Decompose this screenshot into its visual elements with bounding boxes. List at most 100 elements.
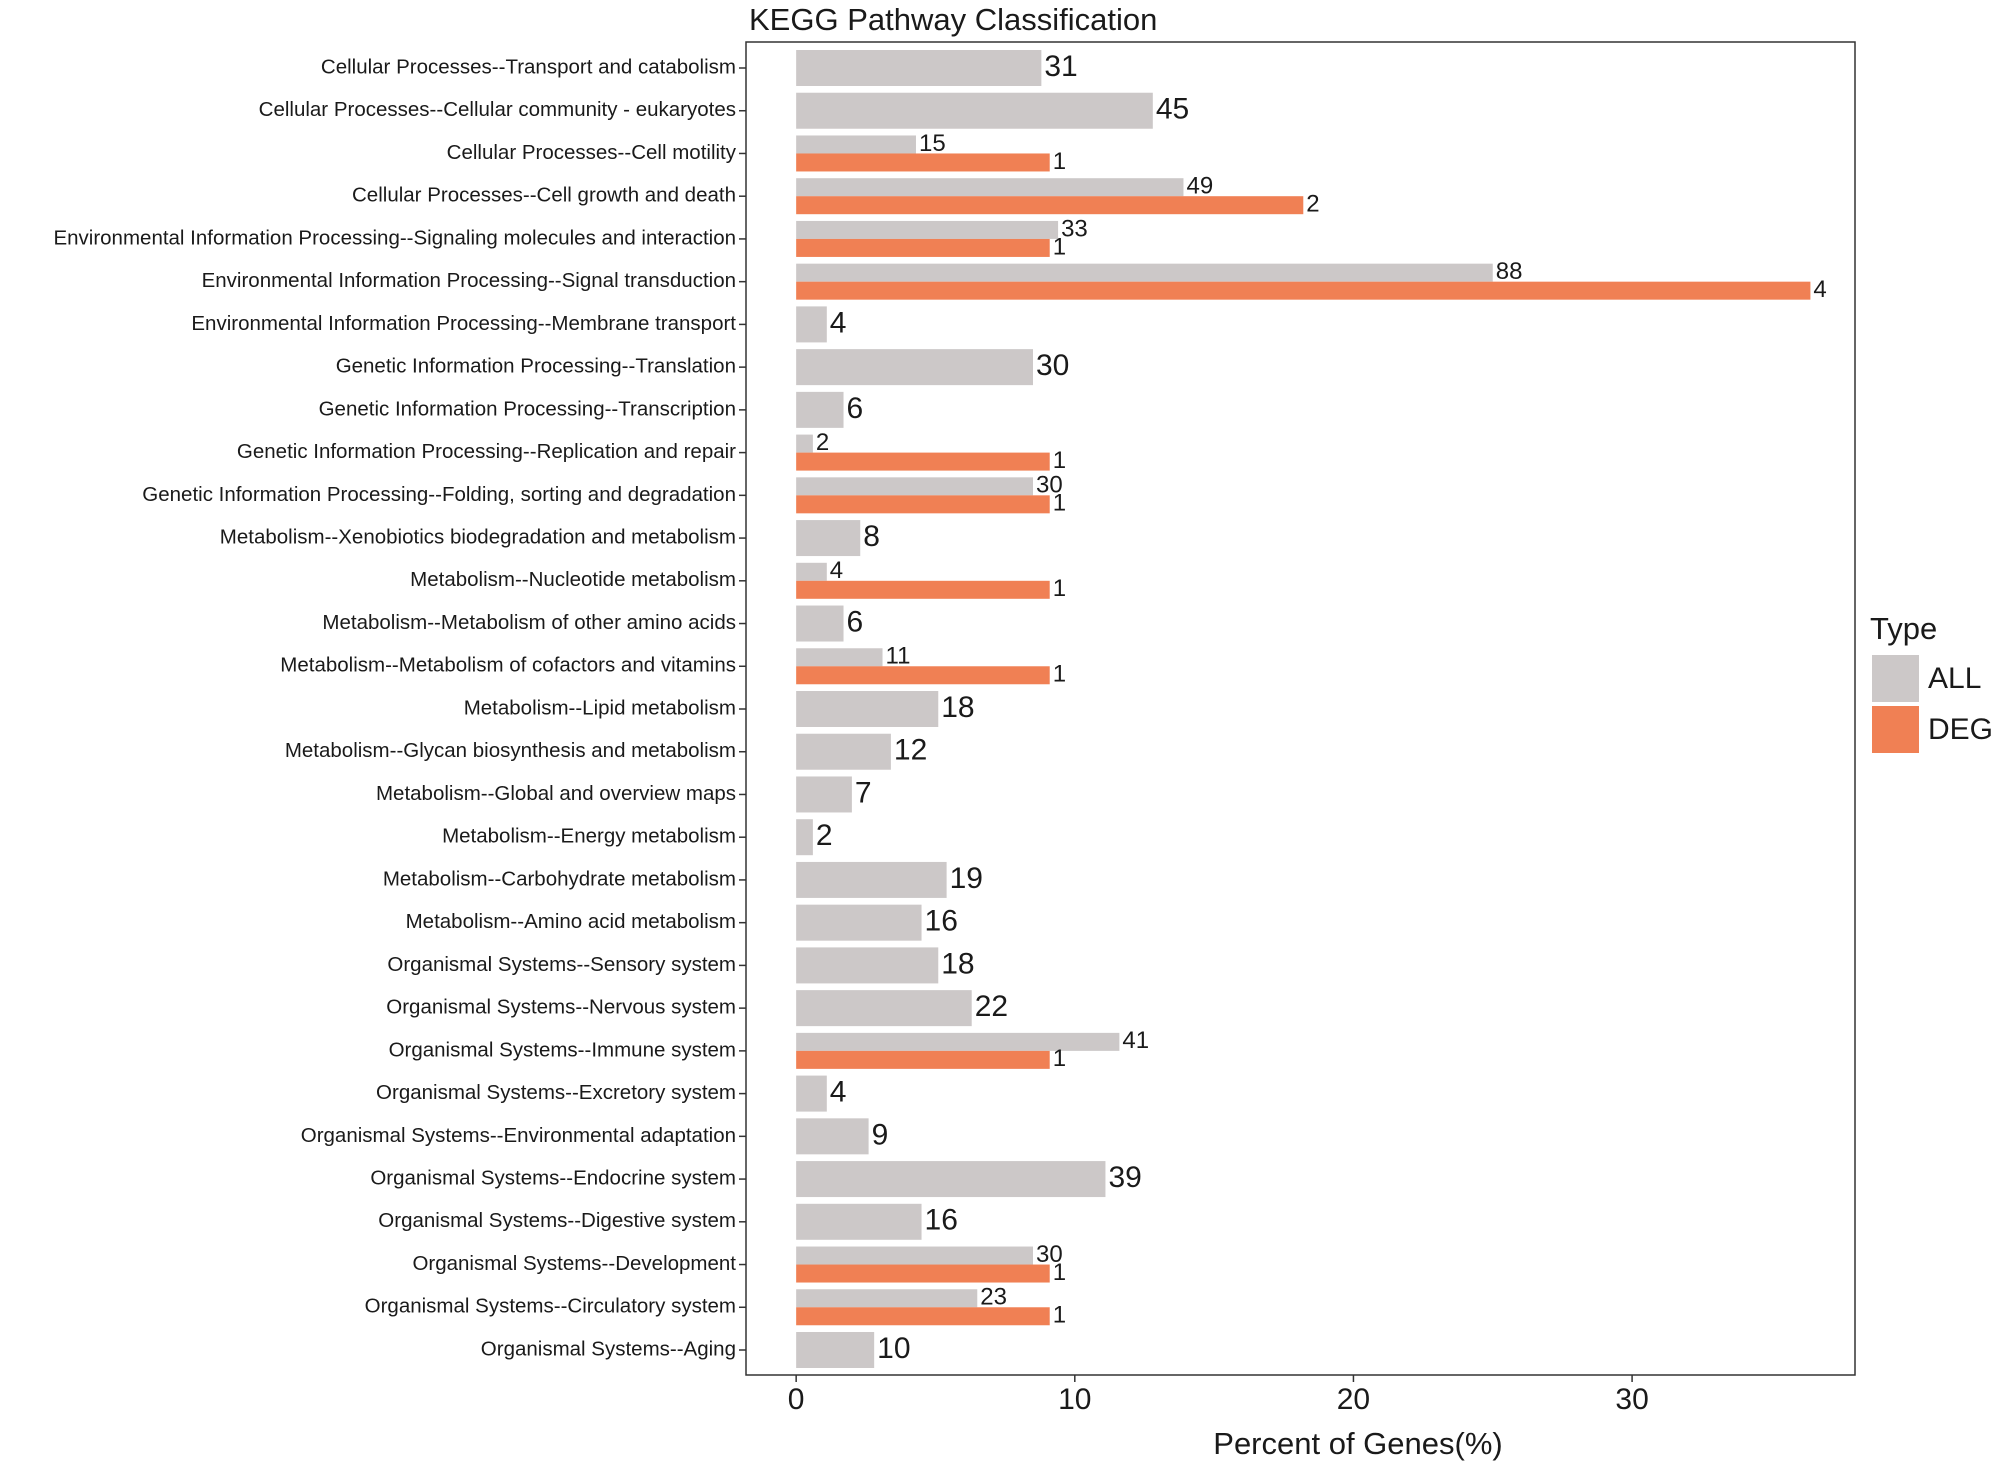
bar (796, 666, 1050, 685)
y-tick-label: Genetic Information Processing--Replicat… (237, 440, 736, 463)
count-label: 49 (1186, 173, 1213, 200)
bar (796, 1203, 922, 1240)
y-tick-label: Metabolism--Metabolism of cofactors and … (280, 654, 736, 677)
count-label: 39 (1108, 1161, 1141, 1194)
y-tick-label: Cellular Processes--Cellular community -… (259, 98, 736, 121)
bar (796, 1264, 1050, 1283)
count-label: 7 (855, 776, 872, 809)
count-label: 1 (1053, 1302, 1066, 1329)
bar (796, 1075, 827, 1112)
bar (796, 562, 827, 581)
count-label: 11 (886, 643, 911, 670)
y-tick-label: Metabolism--Xenobiotics biodegradation a… (220, 525, 736, 548)
y-tick-label: Genetic Information Processing--Transcri… (319, 397, 736, 420)
bar (796, 904, 922, 941)
bar (796, 1246, 1034, 1265)
bar (796, 990, 972, 1027)
x-tick-label: 30 (1615, 1383, 1648, 1416)
count-label: 23 (980, 1284, 1007, 1311)
bar (796, 135, 916, 154)
count-label: 2 (1306, 191, 1319, 218)
count-label: 4 (1813, 276, 1826, 303)
y-tick-label: Organismal Systems--Environmental adapta… (301, 1124, 736, 1147)
legend-key (1872, 655, 1919, 702)
bar (796, 648, 883, 667)
count-label: 10 (877, 1332, 910, 1365)
bar (796, 391, 844, 428)
count-label: 15 (919, 130, 946, 157)
bar (796, 263, 1493, 282)
bar (796, 1289, 978, 1308)
count-label: 1 (1053, 575, 1066, 602)
y-tick-label: Metabolism--Lipid metabolism (464, 696, 736, 719)
bar (796, 520, 861, 557)
count-label: 18 (941, 691, 974, 724)
bar (796, 605, 844, 642)
count-label: 8 (863, 520, 880, 553)
bar (796, 477, 1034, 496)
bar (796, 733, 891, 770)
bar (796, 434, 813, 453)
bar (796, 776, 852, 813)
count-label: 33 (1061, 215, 1088, 242)
legend-title: Type (1870, 611, 1937, 646)
count-label: 4 (830, 1076, 847, 1109)
y-tick-label: Metabolism--Energy metabolism (442, 825, 736, 848)
y-tick-label: Organismal Systems--Nervous system (386, 996, 736, 1019)
count-label: 6 (847, 392, 864, 425)
y-tick-label: Cellular Processes--Transport and catabo… (321, 55, 736, 78)
y-tick-label: Cellular Processes--Cell growth and deat… (352, 184, 736, 207)
bar (796, 861, 947, 898)
count-label: 6 (847, 605, 864, 638)
y-tick-label: Organismal Systems--Digestive system (378, 1209, 736, 1232)
count-label: 9 (872, 1118, 889, 1151)
legend-key (1872, 706, 1919, 753)
y-tick-label: Genetic Information Processing--Translat… (336, 355, 736, 378)
count-label: 30 (1036, 472, 1063, 499)
chart-title: KEGG Pathway Classification (749, 2, 1157, 37)
y-tick-label: Environmental Information Processing--Si… (202, 269, 736, 292)
count-label: 41 (1122, 1027, 1149, 1054)
count-label: 1 (1053, 1045, 1066, 1072)
y-tick-label: Organismal Systems--Aging (481, 1337, 736, 1360)
bar (796, 1307, 1050, 1326)
bar (796, 220, 1059, 239)
x-tick-label: 10 (1058, 1383, 1091, 1416)
y-tick-label: Organismal Systems--Excretory system (376, 1081, 736, 1104)
count-label: 12 (894, 734, 927, 767)
count-label: 2 (816, 819, 833, 852)
count-label: 1 (1053, 148, 1066, 175)
count-label: 1 (1053, 1259, 1066, 1286)
bar (796, 1332, 875, 1368)
x-tick-label: 0 (788, 1383, 805, 1416)
y-tick-label: Environmental Information Processing--Me… (191, 312, 736, 335)
y-tick-label: Organismal Systems--Endocrine system (370, 1166, 736, 1189)
count-label: 2 (816, 429, 829, 456)
count-label: 30 (1036, 1241, 1063, 1268)
y-tick-label: Organismal Systems--Immune system (389, 1038, 736, 1061)
count-label: 4 (830, 557, 843, 584)
bar (796, 1161, 1106, 1198)
x-tick-label: 20 (1337, 1383, 1370, 1416)
x-axis-title: Percent of Genes(%) (1213, 1426, 1502, 1461)
y-tick-label: Metabolism--Glycan biosynthesis and meta… (285, 739, 736, 762)
bar (796, 452, 1050, 471)
count-label: 1 (1053, 661, 1066, 688)
count-label: 30 (1036, 349, 1069, 382)
bar (796, 153, 1050, 172)
count-label: 18 (941, 947, 974, 980)
bar (796, 1032, 1120, 1051)
count-label: 45 (1156, 93, 1189, 126)
count-label: 31 (1044, 50, 1077, 83)
bar (796, 1118, 869, 1155)
count-label: 88 (1496, 258, 1523, 285)
bar (796, 349, 1034, 386)
count-label: 1 (1053, 233, 1066, 260)
count-label: 16 (925, 1204, 958, 1237)
count-label: 19 (950, 862, 983, 895)
bar (796, 281, 1811, 300)
y-tick-label: Metabolism--Amino acid metabolism (406, 910, 736, 933)
y-tick-label: Metabolism--Nucleotide metabolism (410, 568, 736, 591)
bar (796, 196, 1304, 215)
